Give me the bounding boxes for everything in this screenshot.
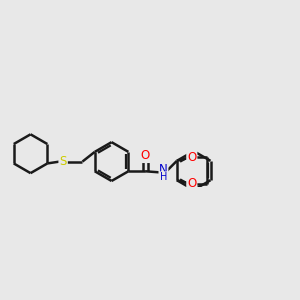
Text: O: O (187, 178, 196, 190)
Text: H: H (160, 172, 167, 182)
Text: S: S (59, 155, 67, 168)
Text: O: O (140, 149, 150, 162)
Text: N: N (159, 163, 168, 176)
Text: O: O (187, 151, 196, 164)
